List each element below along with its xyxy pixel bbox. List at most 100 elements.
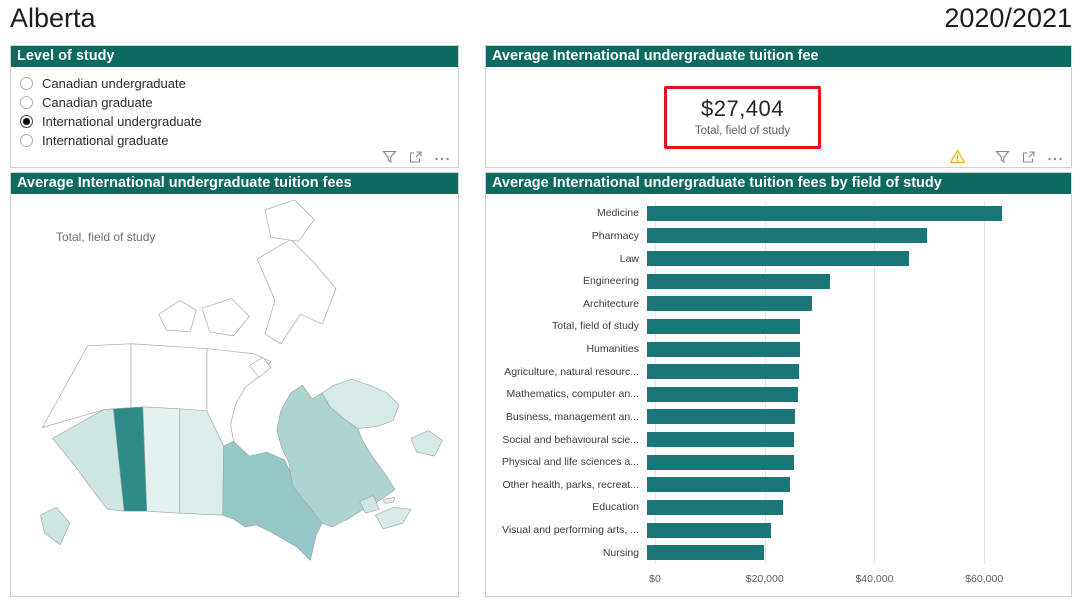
map-series-label: Total, field of study — [56, 230, 156, 244]
region-labrador[interactable] — [321, 378, 400, 429]
chart-x-axis: $0 $20,000 $40,000 $60,000 — [649, 566, 1061, 590]
bar-business-management-an[interactable] — [647, 409, 795, 425]
bar-total-field-of-study[interactable] — [647, 318, 801, 334]
x-axis-tick-label: $60,000 — [965, 573, 1004, 585]
bar-law[interactable] — [647, 251, 909, 267]
radio-option-label: International graduate — [42, 133, 169, 148]
bar-row: Visual and performing arts, ... — [490, 519, 1061, 542]
region-prince-edward-island[interactable] — [382, 497, 396, 504]
gridline — [984, 202, 986, 564]
bar-track — [647, 341, 1061, 357]
tuition-fee-card-panel: Average International undergraduate tuit… — [485, 45, 1072, 168]
level-of-study-options: Canadian undergraduate Canadian graduate I… — [11, 67, 458, 150]
bar-engineering[interactable] — [647, 273, 830, 289]
bar-track — [647, 318, 1061, 334]
warning-icon[interactable] — [949, 149, 966, 164]
region-british-columbia[interactable] — [51, 408, 125, 512]
bar-track — [647, 228, 1061, 244]
category-label: Business, management an... — [505, 410, 639, 423]
canada-choropleth — [40, 199, 443, 561]
tuition-by-field-header: Average International undergraduate tuit… — [486, 173, 1071, 194]
focus-mode-icon[interactable] — [408, 150, 423, 164]
bar-track — [647, 499, 1061, 515]
highlighted-kpi-box[interactable]: $27,404 Total, field of study — [663, 85, 822, 149]
bar-row: Humanities — [490, 338, 1061, 361]
bar-mathematics-computer-an[interactable] — [647, 386, 799, 402]
region-new-brunswick[interactable] — [359, 495, 380, 514]
bar-track — [647, 273, 1061, 289]
bar-row: Mathematics, computer an... — [490, 383, 1061, 406]
radio-unselected-icon[interactable] — [20, 134, 33, 147]
radio-unselected-icon[interactable] — [20, 96, 33, 109]
radio-option-0[interactable]: Canadian undergraduate — [20, 74, 458, 93]
bar-humanities[interactable] — [647, 341, 800, 357]
tuition-by-field-panel: Average International undergraduate tuit… — [485, 172, 1072, 597]
more-options-icon[interactable] — [434, 150, 450, 164]
radio-selected-icon[interactable] — [20, 115, 33, 128]
category-label: Agriculture, natural resourc... — [504, 365, 639, 378]
category-label: Total, field of study — [552, 320, 639, 333]
tuition-map-header: Average International undergraduate tuit… — [11, 173, 458, 194]
filter-icon[interactable] — [995, 150, 1010, 164]
bar-social-and-behavioural-scie[interactable] — [647, 432, 795, 448]
bar-row: Social and behavioural scie... — [490, 428, 1061, 451]
bar-nursing[interactable] — [647, 545, 764, 561]
region-newfoundland[interactable] — [410, 430, 443, 457]
bar-architecture[interactable] — [647, 296, 813, 312]
canada-map: Total, field of study — [11, 194, 458, 596]
category-label: Mathematics, computer an... — [506, 388, 639, 401]
radio-unselected-icon[interactable] — [20, 77, 33, 90]
region-northwest-territories[interactable] — [130, 343, 208, 414]
bar-visual-and-performing-arts[interactable] — [647, 522, 772, 538]
region-ontario[interactable] — [222, 440, 323, 561]
x-axis-tick-label: $20,000 — [745, 573, 784, 585]
arctic-island — [248, 357, 272, 378]
bar-track — [647, 296, 1061, 312]
category-label: Education — [592, 501, 639, 514]
bar-track — [647, 409, 1061, 425]
bar-track — [647, 364, 1061, 380]
arctic-island — [158, 300, 197, 333]
category-label: Medicine — [596, 207, 639, 220]
level-of-study-header: Level of study — [11, 46, 458, 67]
bar-track — [647, 545, 1061, 561]
tuition-fee-card-header: Average International undergraduate tuit… — [486, 46, 1071, 67]
gridline — [874, 202, 876, 564]
radio-option-1[interactable]: Canadian graduate — [20, 93, 458, 112]
tuition-fee-card-body: $27,404 Total, field of study — [486, 67, 1071, 167]
radio-option-2[interactable]: International undergraduate — [20, 112, 458, 131]
filter-icon[interactable] — [382, 150, 397, 164]
bar-education[interactable] — [647, 499, 783, 515]
category-label: Physical and life sciences a... — [501, 456, 639, 469]
panel-actions — [949, 149, 1063, 164]
region-saskatchewan[interactable] — [142, 406, 180, 514]
bar-medicine[interactable] — [647, 205, 1002, 221]
region-vancouver-island[interactable] — [40, 506, 71, 546]
panel-actions — [382, 150, 450, 164]
bar-other-health-parks-recreat[interactable] — [647, 477, 790, 493]
bar-track — [647, 251, 1061, 267]
bar-physical-and-life-sciences-a[interactable] — [647, 454, 795, 470]
bar-track — [647, 386, 1061, 402]
bar-chart: Medicine Pharmacy Law Engineering Architectu… — [490, 202, 1061, 590]
bar-pharmacy[interactable] — [647, 228, 928, 244]
more-options-icon[interactable] — [1047, 150, 1063, 164]
bar-track — [647, 477, 1061, 493]
radio-option-3[interactable]: International graduate — [20, 131, 458, 150]
bar-track — [647, 454, 1061, 470]
bar-agriculture-natural-resourc[interactable] — [647, 364, 800, 380]
category-label: Visual and performing arts, ... — [502, 524, 639, 537]
radio-option-label: Canadian graduate — [42, 95, 153, 110]
bar-track — [647, 522, 1061, 538]
focus-mode-icon[interactable] — [1021, 150, 1036, 164]
gridline — [655, 202, 656, 564]
year-label: 2020/2021 — [944, 3, 1072, 33]
page-title: Alberta — [10, 3, 96, 33]
gridline — [764, 202, 766, 564]
category-label: Pharmacy — [591, 229, 639, 242]
radio-option-label: International undergraduate — [42, 114, 202, 129]
bar-row: Engineering — [490, 270, 1061, 293]
region-nova-scotia[interactable] — [375, 506, 412, 530]
bar-row: Physical and life sciences a... — [490, 451, 1061, 474]
